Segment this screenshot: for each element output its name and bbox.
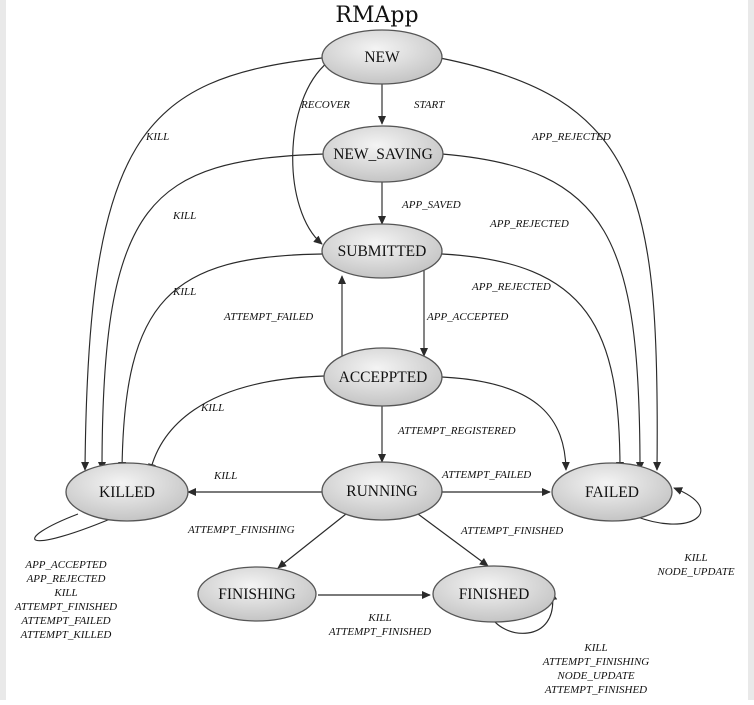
- edge-new-to-failed: [439, 57, 662, 471]
- loop-failed: [629, 487, 702, 525]
- killed-loop-labels: APP_ACCEPTED APP_REJECTED KILL ATTEMPT_F…: [14, 559, 117, 641]
- label-running-attempt-failed: ATTEMPT_FAILED: [441, 469, 531, 481]
- label-finishing-kill: KILL: [367, 612, 391, 624]
- failed-loop-label: KILL: [683, 552, 707, 564]
- killed-loop-label: APP_REJECTED: [26, 573, 106, 585]
- label-start: START: [414, 99, 445, 111]
- edges: [34, 57, 702, 634]
- state-killed-label: KILLED: [99, 484, 155, 501]
- killed-loop-label: APP_ACCEPTED: [24, 559, 106, 571]
- edge-new-to-submitted: [292, 61, 329, 245]
- label-new-app-rejected: APP_REJECTED: [531, 131, 611, 143]
- state-submitted-label: SUBMITTED: [338, 243, 427, 260]
- finished-loop-label: ATTEMPT_FINISHED: [544, 684, 647, 696]
- frame-left: [0, 0, 6, 700]
- state-accepted: ACCEPPTED: [323, 347, 443, 407]
- finished-loop-labels: KILL ATTEMPT_FINISHING NODE_UPDATE ATTEM…: [542, 642, 650, 696]
- diagram-title: RMApp: [335, 3, 418, 28]
- state-running-label: RUNNING: [346, 483, 417, 500]
- state-finishing-label: FINISHING: [218, 586, 296, 603]
- edge-new-saving-to-killed: [97, 153, 325, 471]
- label-app-saved: APP_SAVED: [401, 199, 461, 211]
- state-failed-label: FAILED: [585, 484, 639, 501]
- state-new-saving: NEW_SAVING: [322, 125, 444, 183]
- label-submitted-kill: KILL: [172, 286, 196, 298]
- state-finishing: FINISHING: [197, 566, 317, 622]
- label-finishing-attempt-finished: ATTEMPT_FINISHED: [328, 626, 431, 638]
- label-attempt-finishing: ATTEMPT_FINISHING: [187, 524, 295, 536]
- frame-right: [748, 0, 754, 700]
- label-accepted-attempt-failed: ATTEMPT_FAILED: [223, 311, 313, 323]
- edge-submitted-to-failed: [441, 253, 625, 471]
- edge-accepted-to-failed: [441, 376, 570, 471]
- loop-killed: [34, 513, 123, 542]
- label-running-kill: KILL: [213, 470, 237, 482]
- finished-loop-label: NODE_UPDATE: [556, 670, 634, 682]
- state-finished: FINISHED: [432, 565, 556, 623]
- state-accepted-label: ACCEPPTED: [339, 369, 428, 386]
- edge-new-to-killed: [81, 57, 323, 471]
- nodes: NEW NEW_SAVING SUBMITTED ACCEPPTED RUNNI…: [65, 29, 673, 623]
- killed-loop-label: ATTEMPT_FAILED: [20, 615, 110, 627]
- killed-loop-label: ATTEMPT_KILLED: [20, 629, 112, 641]
- failed-loop-label: NODE_UPDATE: [656, 566, 734, 578]
- finished-loop-label: KILL: [583, 642, 607, 654]
- label-accepted-kill: KILL: [200, 402, 224, 414]
- edge-accepted-to-killed: [147, 375, 325, 473]
- edge-labels: RECOVER START KILL APP_REJECTED KILL APP…: [14, 99, 735, 696]
- failed-loop-labels: KILL NODE_UPDATE: [656, 552, 734, 578]
- label-submitted-app-rejected: APP_REJECTED: [471, 281, 551, 293]
- state-new: NEW: [321, 29, 443, 85]
- label-saving-kill: KILL: [172, 210, 196, 222]
- label-attempt-finished: ATTEMPT_FINISHED: [460, 525, 563, 537]
- label-attempt-registered: ATTEMPT_REGISTERED: [397, 425, 516, 437]
- state-failed: FAILED: [551, 462, 673, 522]
- state-finished-label: FINISHED: [459, 586, 530, 603]
- state-running: RUNNING: [321, 461, 443, 521]
- state-new-saving-label: NEW_SAVING: [333, 146, 433, 163]
- edge-running-to-finished: [417, 513, 489, 567]
- edge-submitted-to-killed: [118, 253, 323, 471]
- state-killed: KILLED: [65, 462, 189, 522]
- edge-running-to-finishing: [277, 513, 347, 569]
- finished-loop-label: ATTEMPT_FINISHING: [542, 656, 650, 668]
- killed-loop-label: KILL: [53, 587, 77, 599]
- label-recover: RECOVER: [300, 99, 350, 111]
- killed-loop-label: ATTEMPT_FINISHED: [14, 601, 117, 613]
- label-saving-app-rejected: APP_REJECTED: [489, 218, 569, 230]
- state-new-label: NEW: [364, 49, 400, 66]
- label-app-accepted: APP_ACCEPTED: [426, 311, 508, 323]
- edge-new-saving-to-failed: [441, 153, 645, 471]
- state-submitted: SUBMITTED: [321, 223, 443, 279]
- label-new-kill: KILL: [145, 131, 169, 143]
